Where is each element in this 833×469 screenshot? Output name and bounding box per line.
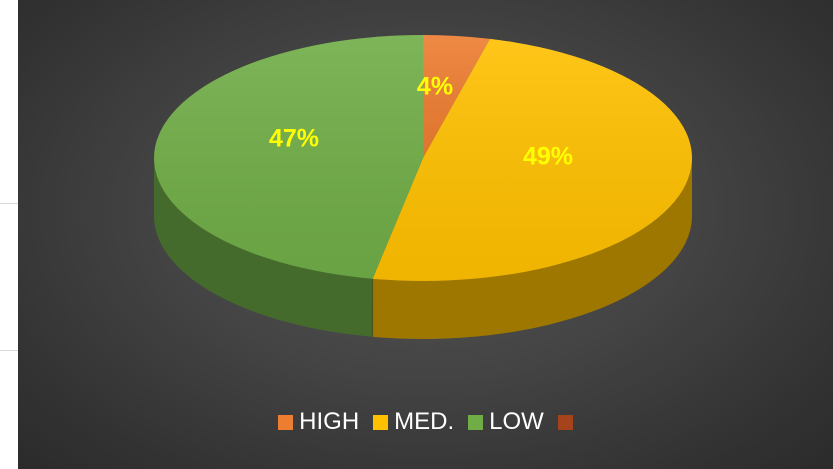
legend-item-low[interactable]: LOW [468,408,544,436]
chart-legend: HIGH MED. LOW [18,405,833,439]
legend-label: MED. [394,408,455,435]
legend-item-unlabeled[interactable] [557,414,573,430]
legend-label: LOW [489,408,544,435]
left-divider-bottom [0,350,18,351]
pie-chart: 4% 49% 47% [154,35,692,339]
legend-label: HIGH [299,408,360,435]
legend-item-med[interactable]: MED. [373,408,454,436]
data-label-med: 49% [523,143,573,171]
data-label-high: 4% [417,73,453,101]
legend-swatch [278,414,294,430]
chart-area[interactable]: 4% 49% 47% HIGH MED. LOW [18,0,833,469]
pie-slice-sheen [154,35,424,279]
left-divider-top [0,203,18,204]
legend-swatch [468,414,484,430]
legend-swatch [557,414,573,430]
legend-item-high[interactable]: HIGH [278,408,359,436]
pie-side-low [154,158,373,337]
pie-side-med [372,158,692,339]
pie-slice-sheen [372,38,692,281]
data-label-low: 47% [269,125,319,153]
legend-swatch [373,414,389,430]
pie-slice-sheen [423,35,490,158]
